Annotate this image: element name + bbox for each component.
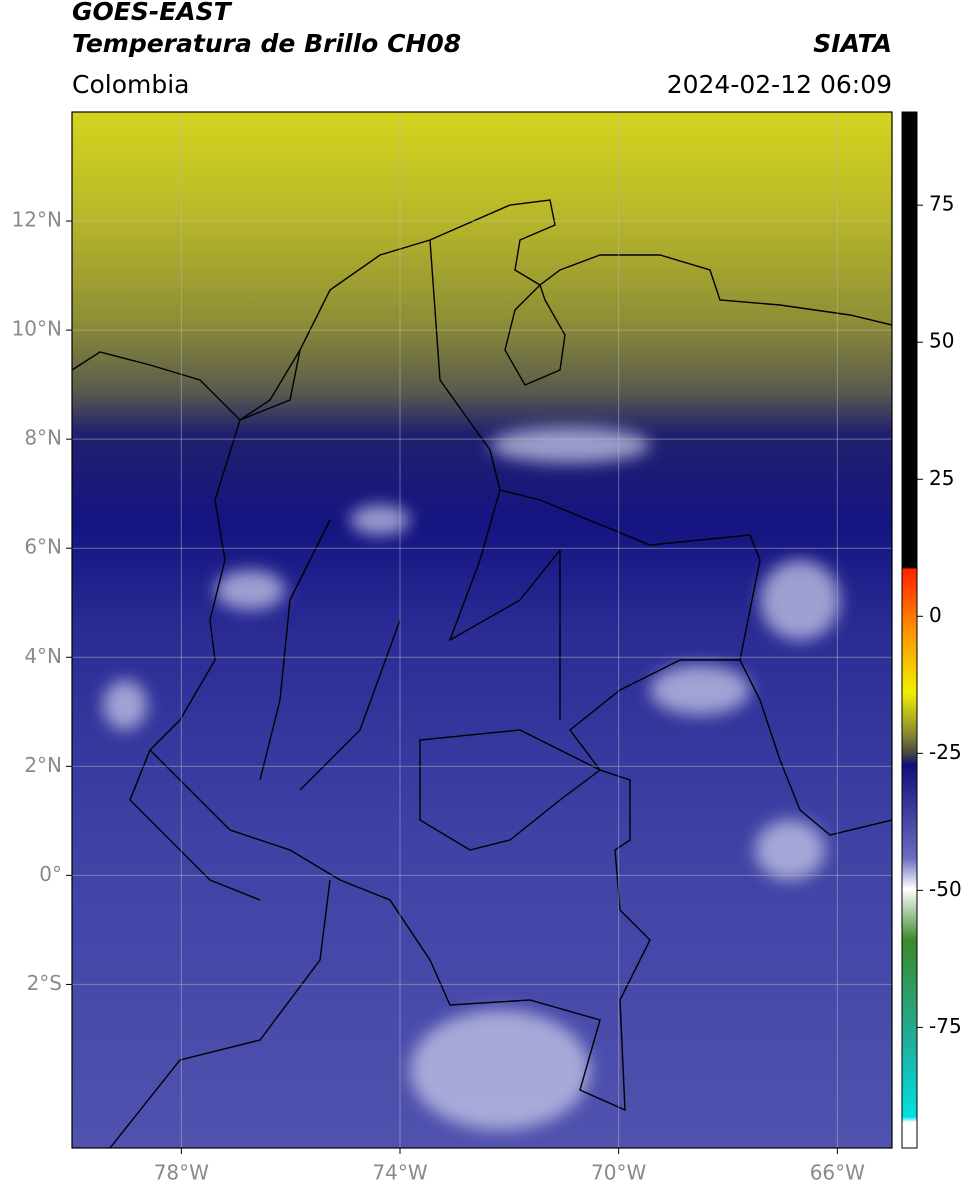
colorbar-tick-label: 0 bbox=[929, 603, 942, 627]
y-tick-label: 0° bbox=[39, 862, 62, 886]
datetime: 2024-02-12 06:09 bbox=[667, 70, 892, 99]
map-frame bbox=[71, 111, 893, 1149]
x-tick-label: 78°W bbox=[154, 1161, 209, 1185]
y-tick-label: 2°N bbox=[24, 753, 62, 777]
colorbar-tick-label: -75 bbox=[929, 1014, 962, 1038]
x-tick-label: 66°W bbox=[810, 1161, 865, 1185]
map-image bbox=[72, 112, 892, 1148]
colorbar-tick-label: 75 bbox=[929, 192, 954, 216]
source: SIATA bbox=[813, 29, 892, 58]
subtitle: Temperatura de Brillo CH08 bbox=[72, 29, 461, 58]
y-tick-label: 6°N bbox=[24, 535, 62, 559]
colorbar-tick-label: 25 bbox=[929, 466, 954, 490]
colorbar-tick-label: -50 bbox=[929, 877, 962, 901]
colorbar-tick-label: 50 bbox=[929, 329, 954, 353]
x-tick-label: 74°W bbox=[372, 1161, 427, 1185]
y-tick-label: 10°N bbox=[12, 317, 62, 341]
x-tick-label: 70°W bbox=[591, 1161, 646, 1185]
y-tick-label: 2°S bbox=[27, 971, 62, 995]
grid bbox=[72, 112, 892, 1148]
y-tick-label: 12°N bbox=[12, 208, 62, 232]
title: GOES-EAST bbox=[72, 0, 233, 26]
colorbar-tick-label: -25 bbox=[929, 740, 962, 764]
y-tick-label: 8°N bbox=[24, 426, 62, 450]
colorbar bbox=[901, 111, 918, 1149]
region: Colombia bbox=[72, 70, 189, 99]
y-tick-label: 4°N bbox=[24, 644, 62, 668]
